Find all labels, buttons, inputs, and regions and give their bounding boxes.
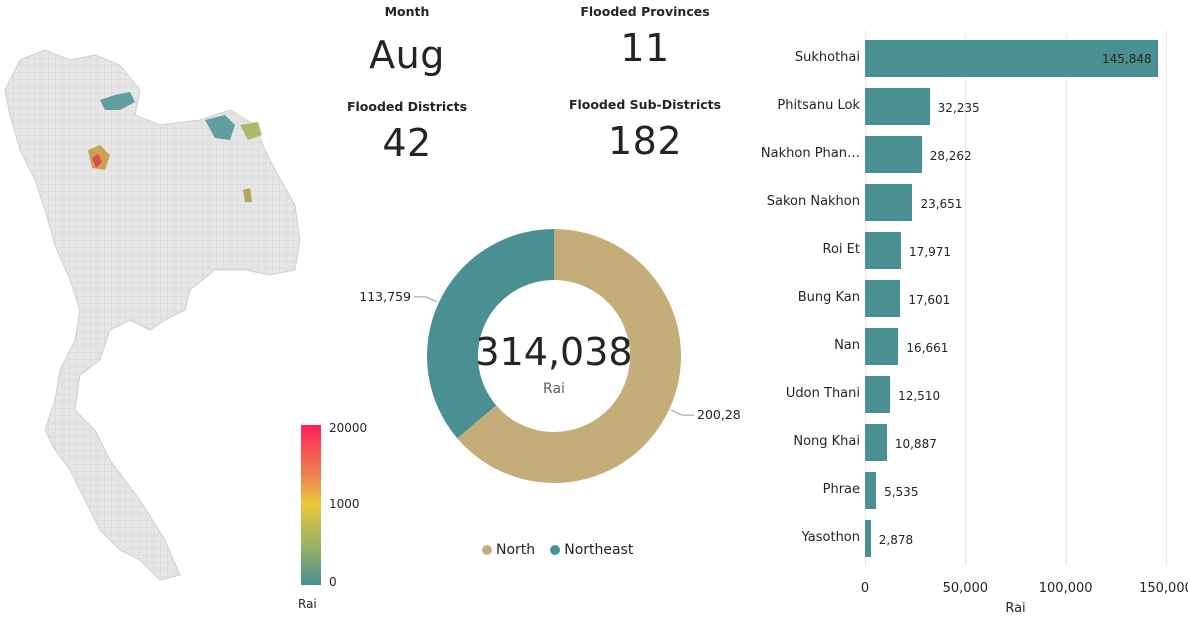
kpi-subdistricts-value: 182 (607, 119, 683, 163)
bar-category-label: Yasothon (801, 530, 860, 545)
kpi-subdistricts-label: Flooded Sub-Districts (568, 97, 722, 112)
bar-value-label: 17,971 (909, 245, 952, 259)
legend-label-northeast: Northeast (564, 542, 634, 558)
bar-gridline (1166, 30, 1167, 565)
flooded-areas (88, 92, 262, 202)
bar-category-label: Phrae (822, 482, 860, 497)
legend-dot-northeast (550, 545, 561, 555)
bar-nong-khai[interactable] (865, 424, 887, 461)
donut-leader-line-northeast (413, 296, 438, 303)
kpi-districts-value: 42 (382, 121, 432, 165)
donut-slice-northeast[interactable] (427, 229, 554, 439)
bar-sakon-nakhon[interactable] (865, 184, 913, 221)
map-color-legend: 20000 1000 0 Rai (298, 421, 380, 615)
donut-slice-north[interactable] (457, 229, 681, 483)
map-legend-tick-low: 0 (329, 575, 337, 589)
x-tick-label: 150,000 (1139, 581, 1188, 596)
bar-value-label: 16,661 (906, 341, 949, 355)
bar-value-label: 145,848 (1102, 52, 1152, 66)
province-bar-chart[interactable]: 0 50,000 100,000 150,000 Rai Sukhothai 145,848… (720, 30, 1188, 619)
bar-value-label: 32,235 (937, 101, 980, 115)
map-legend-gradient (301, 425, 321, 585)
donut-center-value: 314,038 (475, 330, 633, 374)
bar-nan[interactable] (865, 328, 899, 365)
x-tick-label: 50,000 (942, 581, 989, 596)
kpi-provinces-label: Flooded Provinces (580, 4, 710, 19)
region-donut-chart[interactable]: 200,28 113,759 (340, 220, 760, 500)
kpi-month-value: Aug (369, 33, 445, 77)
bar-category-label: Sakon Nakhon (766, 194, 860, 209)
donut-data-label-northeast: 113,759 (359, 289, 411, 304)
bar-value-label: 5,535 (884, 485, 919, 499)
bar-roi-et[interactable] (865, 232, 902, 269)
kpi-month-label: Month (384, 4, 430, 19)
bar-nakhon-phan-[interactable] (865, 136, 922, 173)
bar-category-label: Nakhon Phan… (760, 146, 860, 161)
bar-udon-thani[interactable] (865, 376, 891, 413)
bar-category-label: Nan (834, 338, 860, 353)
bar-phrae[interactable] (865, 472, 877, 509)
bar-sukhothai[interactable] (865, 40, 1158, 77)
bar-gridline (1065, 30, 1067, 565)
kpi-provinces-value: 11 (620, 26, 670, 70)
legend-item-north[interactable]: North (482, 542, 535, 558)
map-legend-title: Rai (298, 597, 317, 611)
bar-category-label: Roi Et (822, 242, 860, 257)
bar-category-label: Nong Khai (793, 434, 860, 449)
donut-data-label-north: 200,28 (697, 407, 741, 422)
x-tick-label: 100,000 (1038, 581, 1093, 596)
thailand-map[interactable] (0, 30, 320, 590)
x-tick-label: 0 (860, 581, 870, 596)
bar-value-label: 17,601 (908, 293, 951, 307)
x-axis-title: Rai (1005, 601, 1026, 616)
bar-category-label: Sukhothai (794, 50, 860, 65)
bar-gridline (965, 30, 967, 565)
bar-value-label: 12,510 (898, 389, 941, 403)
bar-yasothon[interactable] (865, 520, 871, 557)
donut-legend: North Northeast (482, 540, 643, 559)
bar-value-label: 2,878 (878, 533, 914, 547)
bar-bung-kan[interactable] (865, 280, 901, 317)
bar-category-label: Phitsanu Lok (777, 98, 860, 113)
bar-value-label: 28,262 (929, 149, 972, 163)
bar-category-label: Bung Kan (797, 290, 860, 305)
map-legend-tick-high: 20000 (329, 421, 368, 435)
bar-value-label: 23,651 (920, 197, 963, 211)
bar-category-label: Udon Thani (785, 386, 860, 401)
bar-phitsanu-lok[interactable] (865, 88, 930, 125)
map-country-shape (4, 49, 301, 581)
bar-value-label: 10,887 (894, 437, 937, 451)
kpi-districts-label: Flooded Districts (346, 99, 468, 114)
donut-center-label: Rai (543, 381, 565, 397)
legend-item-northeast[interactable]: Northeast (550, 542, 633, 558)
legend-dot-north (482, 545, 492, 555)
map-legend-tick-mid: 1000 (329, 497, 360, 511)
legend-label-north: North (496, 542, 536, 558)
donut-leader-line-north (670, 409, 695, 416)
